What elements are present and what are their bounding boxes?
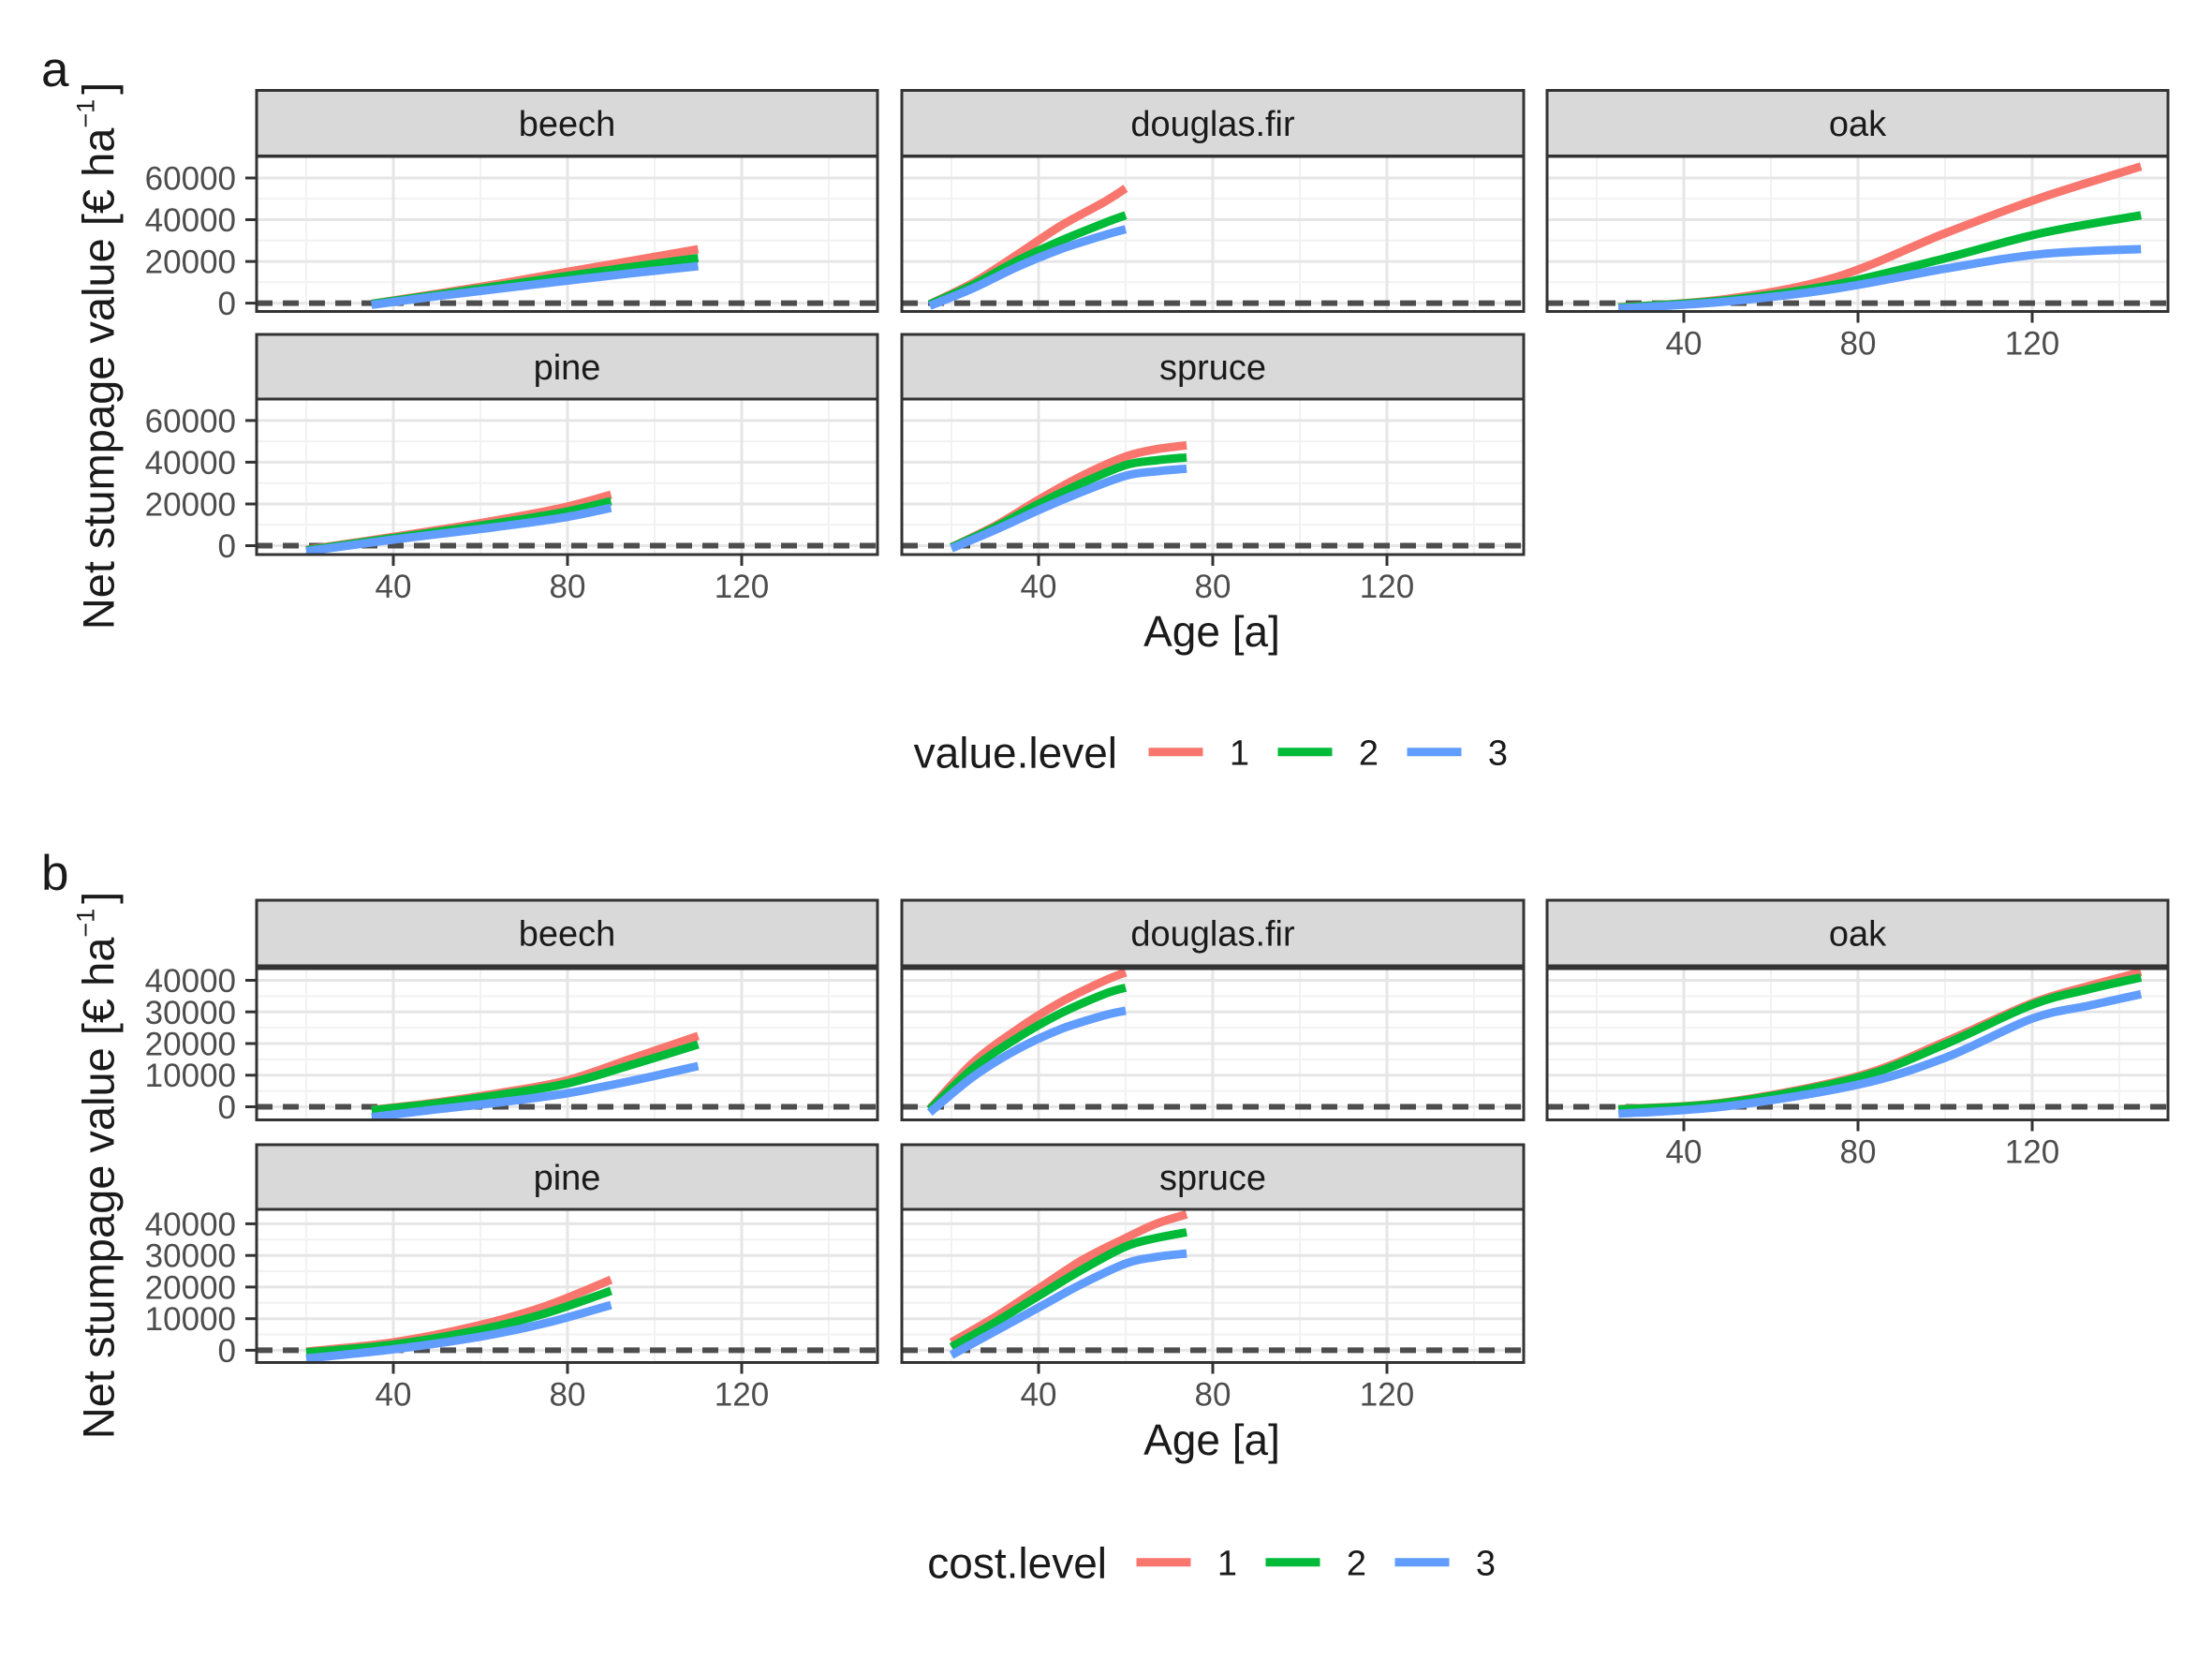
svg-text:Age [a]: Age [a] — [1143, 1415, 1280, 1464]
svg-text:pine: pine — [534, 1159, 601, 1198]
svg-text:40000: 40000 — [145, 1207, 236, 1243]
svg-text:120: 120 — [2005, 1134, 2059, 1171]
svg-text:Net stumpage value [€ ha−1]: Net stumpage value [€ ha−1] — [72, 82, 124, 630]
svg-text:douglas.fir: douglas.fir — [1130, 915, 1295, 955]
svg-text:spruce: spruce — [1159, 1159, 1266, 1198]
svg-text:40: 40 — [1021, 1377, 1057, 1414]
svg-text:1: 1 — [1217, 1544, 1237, 1583]
svg-text:1: 1 — [1230, 733, 1249, 773]
svg-text:40000: 40000 — [145, 202, 236, 239]
svg-text:80: 80 — [1195, 569, 1231, 605]
svg-text:40: 40 — [376, 569, 412, 605]
svg-text:douglas.fir: douglas.fir — [1130, 105, 1295, 144]
svg-text:0: 0 — [218, 528, 236, 565]
svg-text:3: 3 — [1476, 1544, 1496, 1583]
svg-text:a: a — [41, 42, 69, 97]
svg-text:40: 40 — [1666, 1134, 1703, 1171]
svg-text:120: 120 — [2005, 326, 2059, 363]
svg-text:120: 120 — [715, 1377, 769, 1414]
svg-text:30000: 30000 — [145, 995, 236, 1031]
svg-text:40: 40 — [1666, 326, 1703, 363]
svg-text:pine: pine — [534, 348, 601, 388]
svg-text:0: 0 — [218, 1333, 236, 1370]
svg-text:120: 120 — [715, 569, 769, 605]
svg-text:20000: 20000 — [145, 487, 236, 524]
svg-text:30000: 30000 — [145, 1238, 236, 1275]
svg-text:Age [a]: Age [a] — [1143, 607, 1280, 656]
svg-text:20000: 20000 — [145, 244, 236, 281]
svg-text:80: 80 — [1840, 326, 1877, 363]
svg-text:40: 40 — [376, 1377, 412, 1414]
svg-text:0: 0 — [218, 1089, 236, 1126]
svg-text:2: 2 — [1359, 733, 1379, 773]
svg-text:80: 80 — [550, 1377, 586, 1414]
svg-text:0: 0 — [218, 286, 236, 322]
svg-text:value.level: value.level — [914, 728, 1117, 777]
svg-text:spruce: spruce — [1159, 348, 1266, 388]
svg-text:120: 120 — [1360, 569, 1414, 605]
svg-text:80: 80 — [1840, 1134, 1877, 1171]
svg-text:oak: oak — [1829, 105, 1887, 144]
svg-text:b: b — [41, 846, 68, 901]
svg-text:60000: 60000 — [145, 161, 236, 198]
svg-text:120: 120 — [1360, 1377, 1414, 1414]
svg-text:80: 80 — [550, 569, 586, 605]
svg-text:beech: beech — [519, 105, 616, 144]
svg-text:3: 3 — [1488, 733, 1508, 773]
svg-text:oak: oak — [1829, 915, 1887, 955]
svg-text:beech: beech — [519, 915, 616, 955]
svg-text:20000: 20000 — [145, 1269, 236, 1306]
svg-text:20000: 20000 — [145, 1027, 236, 1063]
svg-text:40000: 40000 — [145, 445, 236, 481]
svg-text:Net stumpage value [€ ha−1]: Net stumpage value [€ ha−1] — [72, 892, 124, 1439]
svg-text:60000: 60000 — [145, 403, 236, 439]
svg-text:cost.level: cost.level — [927, 1538, 1107, 1587]
svg-text:2: 2 — [1347, 1544, 1366, 1583]
svg-text:10000: 10000 — [145, 1301, 236, 1338]
svg-text:40000: 40000 — [145, 963, 236, 1000]
svg-text:80: 80 — [1195, 1377, 1231, 1414]
svg-text:40: 40 — [1021, 569, 1057, 605]
svg-text:10000: 10000 — [145, 1058, 236, 1094]
